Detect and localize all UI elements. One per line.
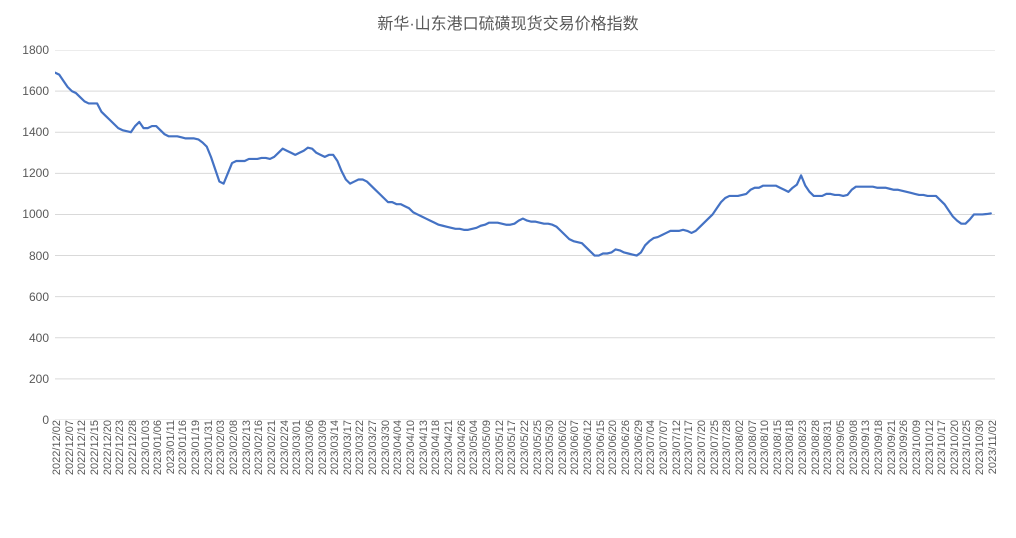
ytick-label: 1000	[22, 207, 55, 221]
plot-area: 0200400600800100012001400160018002022/12…	[55, 50, 995, 420]
ytick-label: 1400	[22, 125, 55, 139]
ytick-label: 1200	[22, 166, 55, 180]
price-index-chart: 新华·山东港口硫磺现货交易价格指数 0200400600800100012001…	[0, 0, 1016, 538]
chart-title: 新华·山东港口硫磺现货交易价格指数	[0, 10, 1016, 34]
ytick-label: 1600	[22, 84, 55, 98]
ytick-label: 200	[29, 372, 55, 386]
chart-svg	[55, 50, 995, 420]
ytick-label: 800	[29, 249, 55, 263]
ytick-label: 600	[29, 290, 55, 304]
price-series-line	[55, 73, 991, 256]
ytick-label: 1800	[22, 43, 55, 57]
ytick-label: 400	[29, 331, 55, 345]
xtick-label: 2023/11/02	[983, 420, 999, 474]
